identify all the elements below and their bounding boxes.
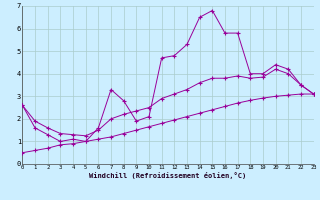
X-axis label: Windchill (Refroidissement éolien,°C): Windchill (Refroidissement éolien,°C) <box>89 172 247 179</box>
